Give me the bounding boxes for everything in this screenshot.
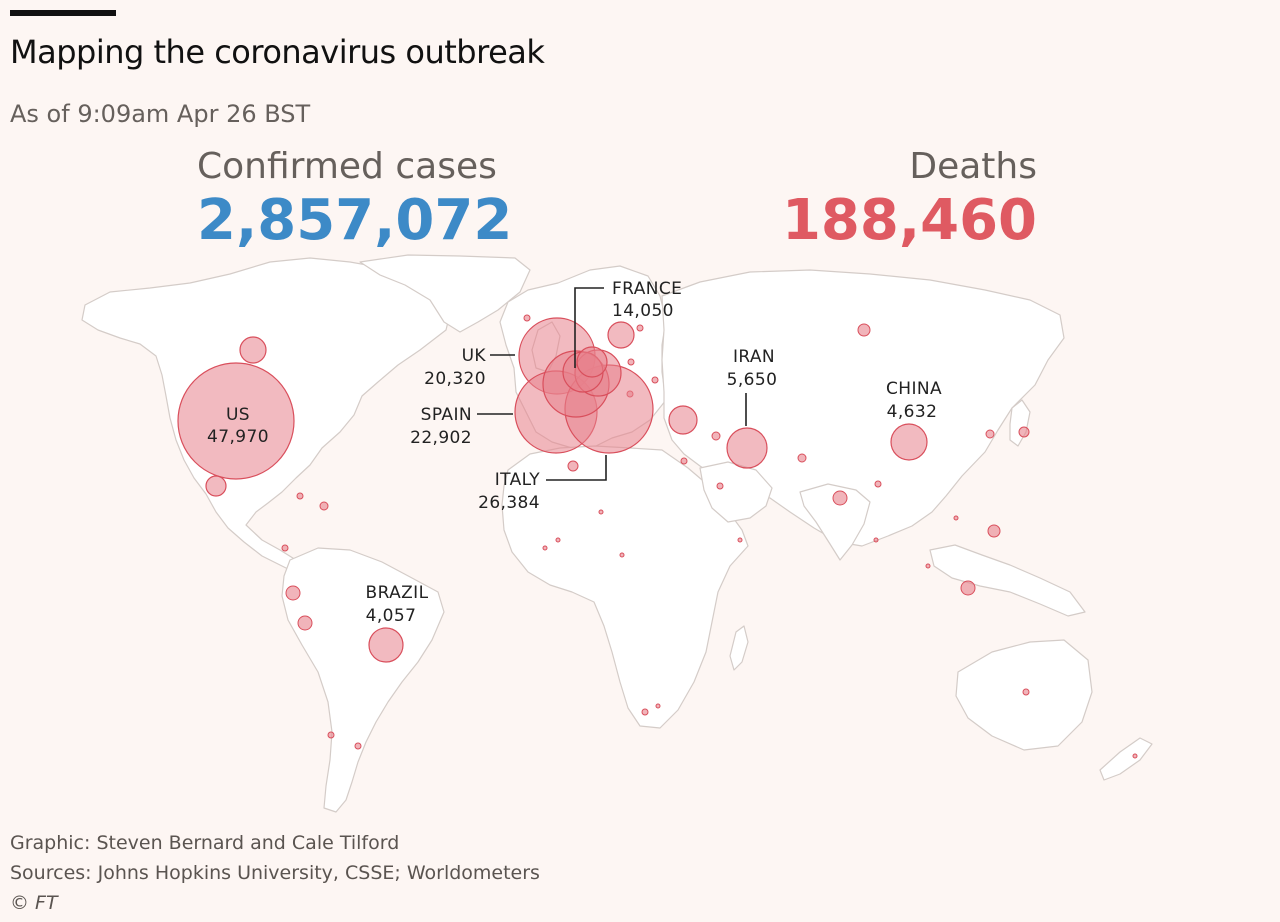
callouts xyxy=(477,287,747,481)
label-iran-deaths: 5,650 xyxy=(727,370,778,390)
minor-bubble xyxy=(960,580,976,596)
greenland-landmass xyxy=(359,254,531,333)
country-labels: US 47,970 UK 20,320 SPAIN 22,902 FRANCE … xyxy=(207,279,942,626)
minor-bubble xyxy=(319,501,329,511)
india-landmass xyxy=(799,483,871,561)
minor-bubble xyxy=(281,544,289,552)
bubble-china xyxy=(890,423,928,461)
minor-bubble xyxy=(296,492,304,500)
page-title: Mapping the coronavirus outbreak xyxy=(10,33,545,71)
graphic-credit: Graphic: Steven Bernard and Cale Tilford xyxy=(10,832,400,854)
copyright: © FT xyxy=(10,892,58,914)
minor-bubble xyxy=(523,314,531,322)
timestamp: As of 9:09am Apr 26 BST xyxy=(10,100,311,128)
australia-landmass xyxy=(955,639,1093,751)
minor-bubble xyxy=(354,742,362,750)
minor-bubble xyxy=(651,376,659,384)
label-spain-deaths: 22,902 xyxy=(410,428,472,448)
major-country-bubbles xyxy=(177,317,928,663)
minor-bubble xyxy=(285,585,301,601)
minor-bubble xyxy=(711,431,721,441)
bubble-mexico xyxy=(205,475,227,497)
deaths-value: 188,460 xyxy=(781,188,1037,253)
bubble-brazil xyxy=(368,627,404,663)
sources: Sources: Johns Hopkins University, CSSE;… xyxy=(10,862,540,884)
label-france-name: FRANCE xyxy=(612,279,682,299)
minor-bubble xyxy=(555,537,561,543)
minor-bubble xyxy=(953,515,959,521)
minor-bubble xyxy=(1018,426,1030,438)
minor-bubble xyxy=(655,703,661,709)
deaths-label: Deaths xyxy=(909,146,1037,187)
label-italy-name: ITALY xyxy=(495,470,541,490)
southeast-asia-islands xyxy=(929,544,1086,617)
minor-bubble xyxy=(874,480,882,488)
minor-bubble xyxy=(873,537,879,543)
italy-leader-line xyxy=(546,455,607,481)
africa-landmass xyxy=(501,445,749,729)
label-italy-deaths: 26,384 xyxy=(478,493,540,513)
minor-bubble xyxy=(716,482,724,490)
bubble-iran xyxy=(726,427,768,469)
minor-country-bubbles xyxy=(281,314,1138,759)
label-us-deaths: 47,970 xyxy=(207,427,269,447)
minor-bubble xyxy=(1022,688,1030,696)
bubble-us xyxy=(177,362,295,480)
madagascar-landmass xyxy=(729,625,749,671)
label-france-deaths: 14,050 xyxy=(612,301,674,321)
minor-bubble xyxy=(987,524,1001,538)
label-uk-name: UK xyxy=(462,346,487,366)
minor-bubble xyxy=(797,453,807,463)
minor-bubble xyxy=(542,545,548,551)
minor-bubble xyxy=(627,358,635,366)
top-rule xyxy=(10,10,116,16)
minor-bubble xyxy=(619,552,625,558)
bubble-sweden xyxy=(607,321,635,349)
minor-bubble xyxy=(297,615,313,631)
minor-bubble xyxy=(636,324,644,332)
new-zealand-landmass xyxy=(1099,737,1153,781)
bubble-canada xyxy=(239,336,267,364)
minor-bubble xyxy=(598,509,604,515)
minor-bubble xyxy=(737,537,743,543)
bubble-turkey xyxy=(668,405,698,435)
minor-bubble xyxy=(680,457,688,465)
minor-bubble xyxy=(1132,753,1138,759)
japan-landmass xyxy=(1009,399,1031,447)
world-map: US 47,970 UK 20,320 SPAIN 22,902 FRANCE … xyxy=(81,254,1153,813)
minor-bubble xyxy=(857,323,871,337)
south-america-landmass xyxy=(281,547,445,813)
minor-bubble xyxy=(327,731,335,739)
label-spain-name: SPAIN xyxy=(421,405,472,425)
label-brazil-name: BRAZIL xyxy=(366,583,429,603)
label-brazil-deaths: 4,057 xyxy=(366,606,417,626)
confirmed-cases-label: Confirmed cases xyxy=(197,146,497,187)
label-china-name: CHINA xyxy=(886,379,942,399)
minor-bubble xyxy=(567,460,579,472)
minor-bubble xyxy=(641,708,649,716)
minor-bubble xyxy=(925,563,931,569)
france-leader-line xyxy=(574,287,604,368)
confirmed-cases-value: 2,857,072 xyxy=(197,188,513,253)
minor-bubble xyxy=(985,429,995,439)
minor-bubble xyxy=(832,490,848,506)
label-china-deaths: 4,632 xyxy=(887,402,938,422)
bubble-netherlands xyxy=(576,346,608,378)
label-us-name: US xyxy=(226,405,250,425)
label-uk-deaths: 20,320 xyxy=(424,369,486,389)
label-iran-name: IRAN xyxy=(733,347,775,367)
